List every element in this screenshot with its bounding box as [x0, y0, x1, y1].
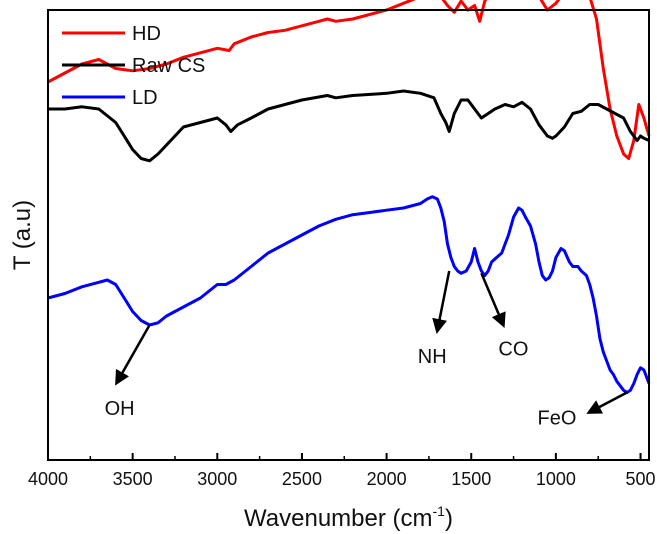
annotation-arrow-oh: [115, 324, 151, 386]
series-line-hd: [47, 0, 651, 160]
series-line-raw-cs: [48, 89, 650, 163]
annotation-label-feo: FeO: [538, 408, 577, 430]
x-axis-title-close: ): [445, 505, 453, 532]
plot-lines: [47, 0, 651, 394]
y-axis-title: T (a.u): [9, 200, 36, 270]
annotation-arrow-nh: [432, 270, 451, 334]
x-axis-title-main: Wavenumber (cm: [244, 505, 432, 532]
legend-label-hd: HD: [132, 23, 161, 45]
x-tick-label: 2000: [367, 469, 407, 489]
x-tick-label: 2500: [282, 469, 322, 489]
annotation-label-nh: NH: [418, 346, 447, 368]
annotation-label-co: CO: [498, 338, 528, 360]
legend-label-ld: LD: [132, 87, 158, 109]
x-tick-label: 4000: [28, 469, 68, 489]
legend-label-raw-cs: Raw CS: [132, 55, 205, 77]
x-axis-title-sup: -1: [433, 503, 446, 519]
x-tick-label: 3500: [113, 469, 153, 489]
x-tick-label: 1000: [536, 469, 576, 489]
x-tick-label: 500: [626, 469, 656, 489]
legend: HD Raw CS LD: [62, 23, 205, 109]
annotations: OH NH CO FeO: [105, 270, 628, 430]
annotation-arrow-co: [480, 272, 506, 329]
x-tick-label: 1500: [451, 469, 491, 489]
x-tick-label: 3000: [197, 469, 237, 489]
plot-frame: [47, 9, 650, 461]
annotation-label-oh: OH: [105, 398, 135, 420]
annotation-arrow-feo: [586, 391, 628, 414]
series-line-ld: [47, 195, 651, 394]
x-axis: 4000 3500 3000 2500 2000 1500 1000 500: [28, 453, 656, 489]
x-axis-title: Wavenumber (cm-1): [244, 503, 453, 532]
